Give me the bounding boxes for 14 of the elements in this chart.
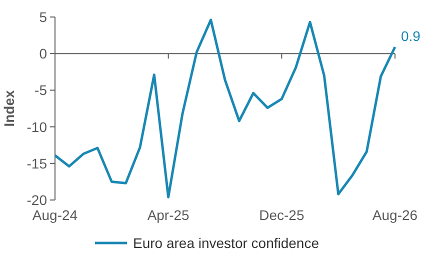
y-tick-label: -20 bbox=[26, 192, 48, 208]
y-tick-label: 0 bbox=[39, 46, 48, 62]
y-tick-label: 5 bbox=[39, 9, 48, 25]
x-tick-label: Aug-26 bbox=[372, 207, 418, 223]
legend-label: Euro area investor confidence bbox=[133, 235, 320, 251]
x-tick-label: Dec-25 bbox=[259, 207, 304, 223]
line-series bbox=[54, 18, 396, 198]
y-axis-title: Index bbox=[1, 90, 17, 127]
data-label: 0.9 bbox=[401, 28, 421, 44]
x-tick-label: Aug-24 bbox=[32, 207, 78, 223]
y-tick-label: -15 bbox=[26, 155, 48, 172]
y-tick-label: -10 bbox=[26, 118, 48, 135]
y-tick-label: -5 bbox=[34, 82, 48, 98]
x-tick-label: Apr-25 bbox=[147, 207, 190, 223]
